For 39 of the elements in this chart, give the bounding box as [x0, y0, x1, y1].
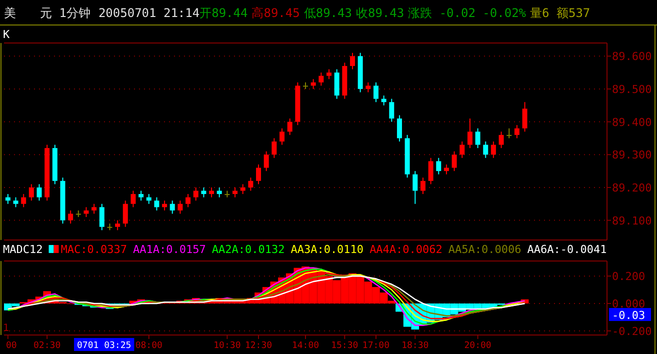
text: AA6A:-0.0041	[527, 243, 607, 256]
x-tick-label: 18:30	[402, 341, 429, 351]
x-tick-label: 14:00	[292, 341, 320, 351]
y-axis-title: K	[3, 28, 10, 41]
text: AA1A:0.0157	[132, 243, 206, 256]
annotation: 1	[3, 323, 10, 334]
y-tick-label: -0.200	[612, 324, 652, 338]
x-tick-label: 20:00	[464, 341, 492, 351]
text: 量6 额537	[530, 6, 590, 20]
text: 高89.45	[252, 6, 300, 20]
text: AA5A:0.0006	[448, 243, 522, 256]
x-tick-label: 10:30	[214, 341, 241, 351]
series-label: AA4A:0.0062	[370, 243, 442, 256]
chart-title: MADC12	[3, 243, 43, 256]
x-tick-label: 17:00	[362, 341, 390, 351]
y-tick-label: 89.400	[612, 116, 652, 129]
x-tick-label: 15:30	[331, 341, 358, 351]
y-tick-label: 0.200	[612, 270, 646, 284]
legend-label: MAC:0.0337	[60, 243, 127, 256]
text: -0.03	[612, 309, 646, 322]
x-tick-label: 08:00	[135, 341, 162, 351]
series-label: AA3A:0.0110	[290, 243, 364, 256]
chart-subtitle: 20050701 21:14	[98, 6, 200, 20]
text: 开89.44	[200, 6, 248, 20]
x-tick-label: 00	[6, 341, 17, 351]
y-tick-label: 89.500	[612, 82, 652, 96]
text: 收89.43	[356, 6, 404, 20]
y-tick-label: 89.100	[612, 214, 652, 228]
chart-title: 美 元 1分钟	[4, 6, 90, 20]
y-tick-label: 89.200	[612, 181, 652, 194]
text: 低89.43	[304, 6, 352, 20]
y-tick-label: 89.300	[612, 148, 652, 162]
text: 0701 03:25	[77, 341, 132, 351]
y-tick-label: 0.000	[612, 297, 646, 310]
text: 涨跌 -0.02 -0.02%	[408, 6, 527, 20]
x-tick-label: 02:30	[34, 341, 61, 351]
x-tick-label: 12:30	[244, 341, 272, 351]
y-tick-label: 89.600	[612, 50, 652, 64]
series-label: AA2A:0.0132	[212, 243, 285, 256]
